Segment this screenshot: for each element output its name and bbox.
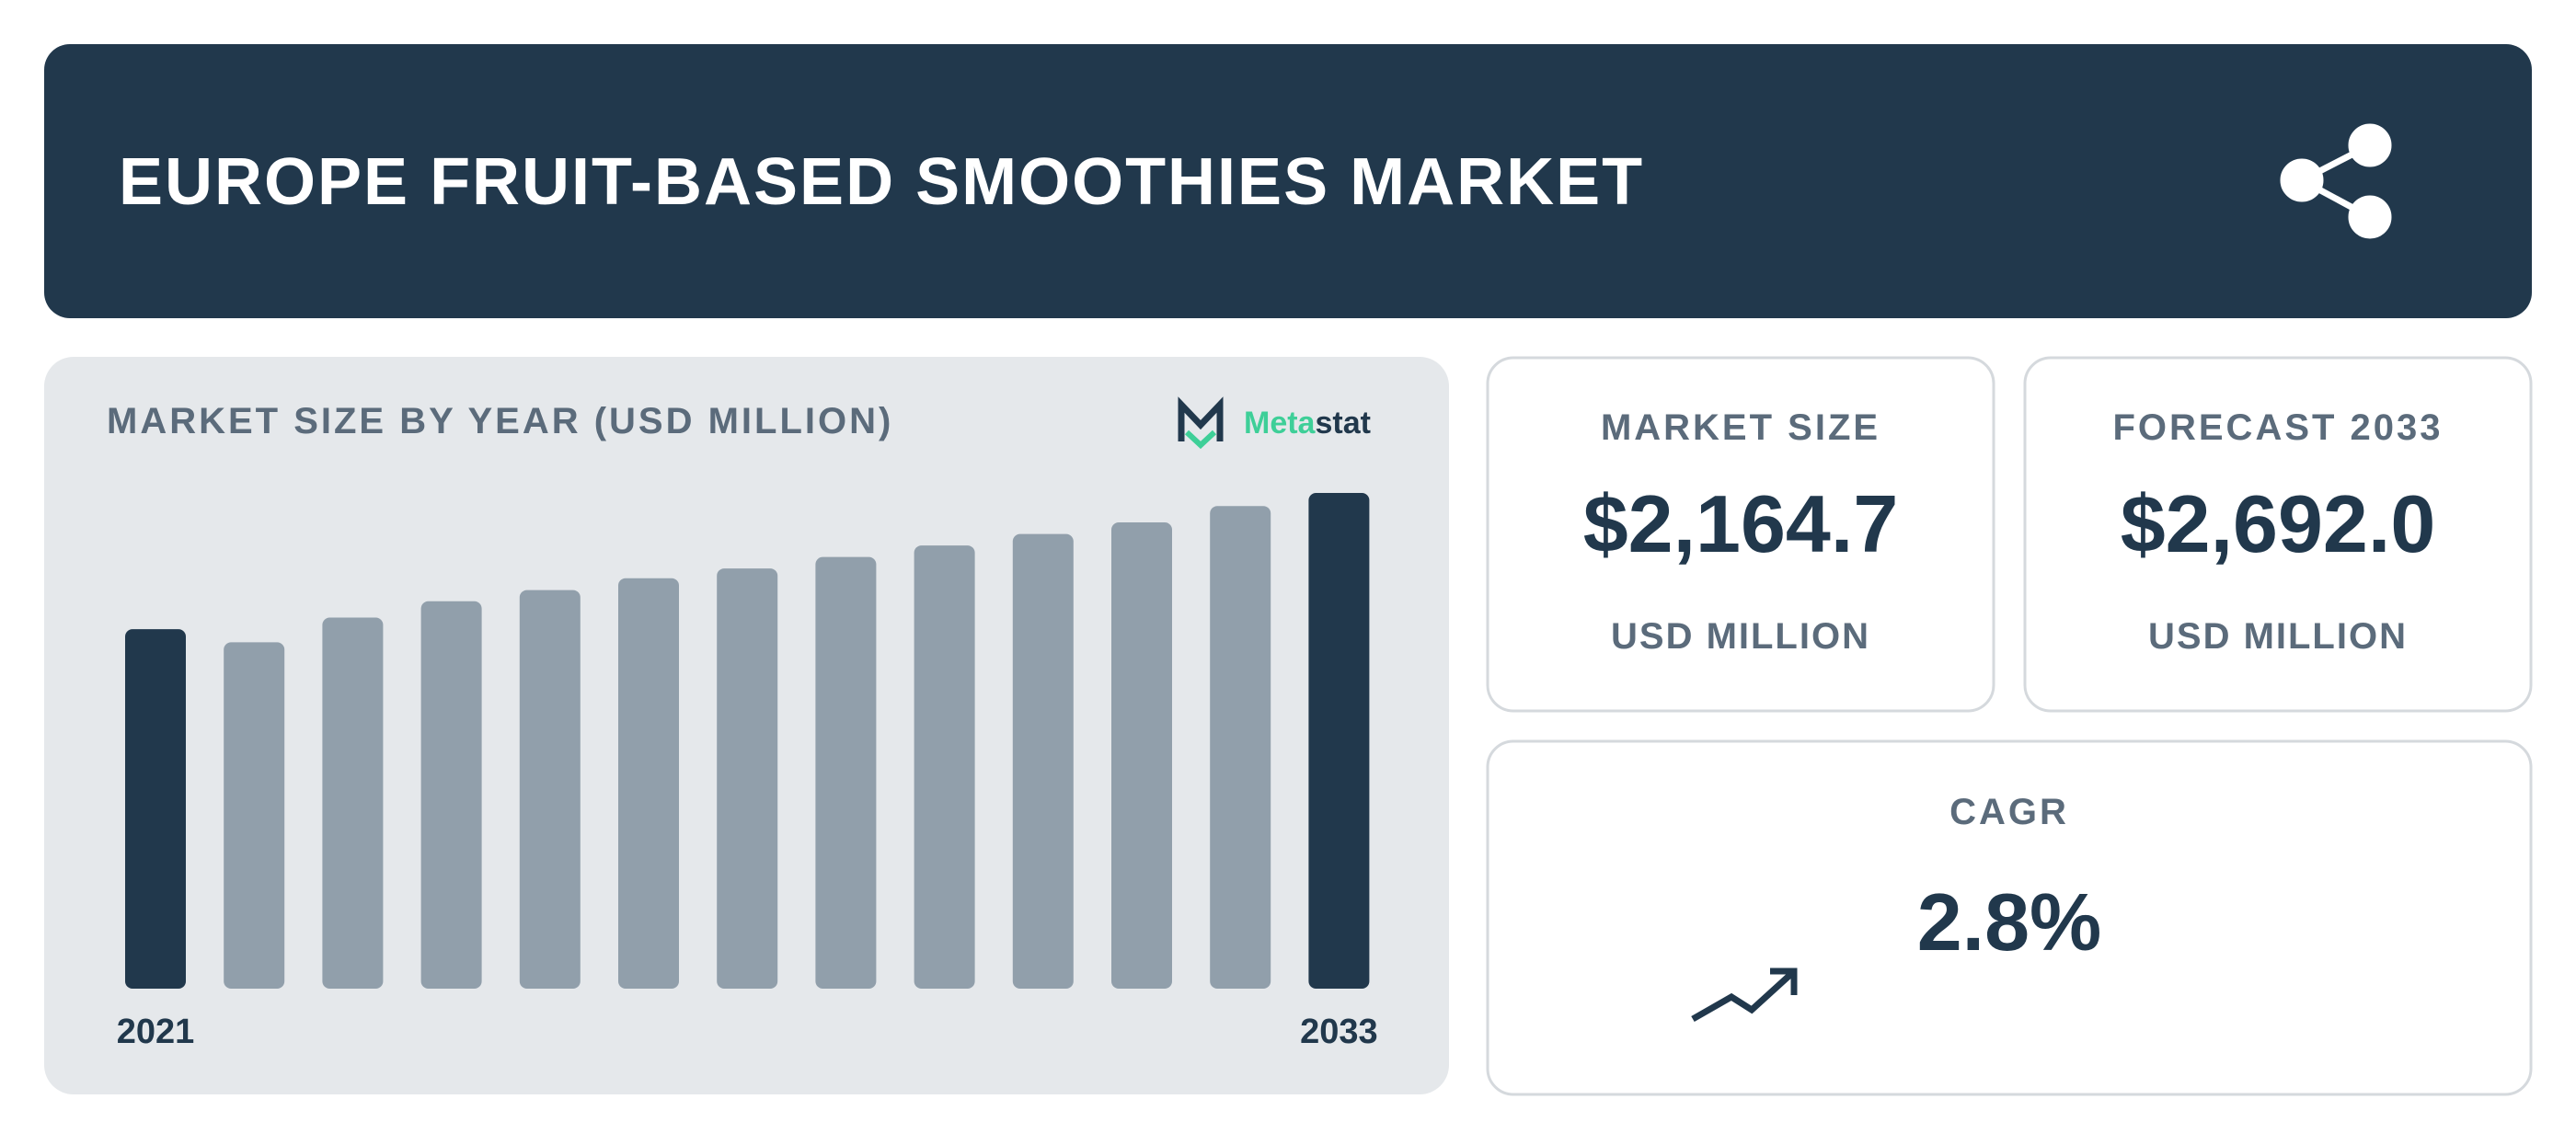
x-tick-label: 2021 — [117, 1013, 195, 1051]
bar — [914, 545, 975, 989]
logo-part: stat — [1315, 406, 1370, 441]
card-value: 2.8% — [1917, 876, 2102, 968]
bar — [420, 601, 482, 989]
share-icon[interactable] — [2280, 123, 2392, 239]
header-bar — [44, 44, 2532, 318]
trend-icon — [1691, 968, 1798, 1023]
card-unit: USD MILLION — [2148, 616, 2408, 657]
bars: 2021 2033 — [117, 493, 1378, 1051]
bar — [224, 642, 285, 989]
bar — [717, 568, 778, 989]
card-value: $2,692.0 — [2121, 478, 2436, 569]
logo: Metastat — [1178, 396, 1371, 450]
logo-part: Meta — [1244, 406, 1317, 441]
bar — [1012, 533, 1074, 989]
bar — [815, 556, 877, 989]
card — [2023, 356, 2533, 713]
card-unit: USD MILLION — [1611, 616, 1870, 657]
logo-text: Metastat — [1244, 406, 1371, 441]
card-label: MARKET SIZE — [1601, 407, 1880, 448]
card-value: $2,164.7 — [1583, 478, 1899, 569]
chart-title: MARKET SIZE BY YEAR (USD MILLION) — [107, 401, 893, 441]
bar — [1111, 522, 1172, 989]
card — [1486, 356, 1995, 713]
bar — [519, 590, 581, 989]
card-label: CAGR — [1949, 792, 2069, 832]
bar — [322, 617, 384, 989]
bar — [1308, 493, 1370, 989]
x-tick-label: 2033 — [1300, 1013, 1378, 1051]
bar — [1210, 506, 1271, 989]
bar — [125, 629, 186, 989]
card-label: FORECAST 2033 — [2112, 407, 2443, 448]
bar — [618, 578, 679, 989]
header-title: EUROPE FRUIT-BASED SMOOTHIES MARKET — [119, 145, 1644, 219]
